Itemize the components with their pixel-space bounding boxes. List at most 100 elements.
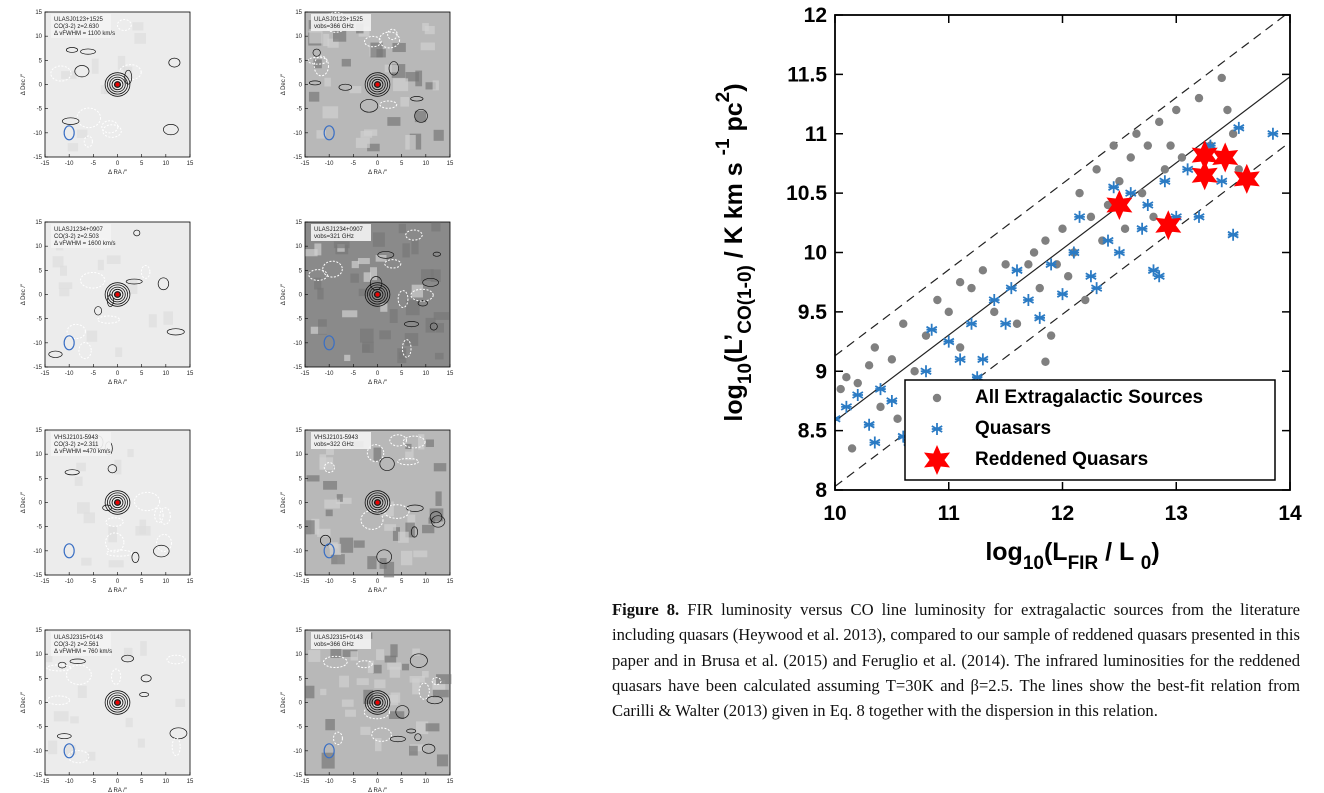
noise-patch: [433, 129, 444, 141]
panel-x-tick-label: -15: [41, 579, 50, 585]
noise-patch: [372, 664, 382, 674]
positive-contour: [131, 551, 140, 563]
axis-label-part: / K km s: [720, 155, 748, 265]
point: [887, 355, 897, 364]
noise-patch: [405, 449, 414, 461]
panel-x-tick-label: 5: [400, 161, 404, 167]
noise-patch: [324, 77, 331, 87]
negative-contour: [140, 265, 151, 279]
panel-x-label: Δ RA /″: [108, 170, 128, 176]
noise-patch: [420, 269, 434, 281]
point: [1034, 311, 1046, 324]
noise-patch: [384, 695, 399, 706]
noise-patch: [305, 520, 315, 535]
noise-patch: [344, 354, 351, 362]
point: [1024, 260, 1033, 269]
negative-contour: [46, 695, 71, 706]
source-contour: [111, 696, 124, 709]
negative-contour: [83, 135, 93, 148]
panel-x-tick-label: 10: [422, 579, 429, 585]
panel-info: Δ vFWHM = 760 km/s: [54, 649, 112, 655]
noise-patch: [86, 330, 98, 342]
noise-patch: [436, 754, 449, 767]
noise-patch: [311, 518, 320, 535]
point: [842, 372, 851, 382]
point: [1115, 177, 1124, 186]
positive-contour: [69, 658, 86, 664]
noise-patch: [402, 243, 410, 258]
legend-marker: [931, 423, 943, 435]
noise-patch: [342, 649, 358, 657]
point: [1159, 175, 1171, 188]
noise-patch: [389, 309, 398, 323]
panel-y-tick-label: 0: [299, 701, 303, 707]
point: [1194, 93, 1204, 103]
positive-contour: [422, 277, 439, 287]
negative-contour: [366, 444, 385, 462]
panel-x-tick-label: -5: [351, 779, 357, 785]
source-position: [115, 500, 120, 505]
noise-patch: [358, 26, 370, 37]
noise-patch: [398, 352, 405, 360]
source-contour: [109, 76, 126, 93]
noise-patch: [436, 674, 452, 685]
panel-y-tick-label: 5: [299, 676, 303, 682]
panel-y-tick-label: 10: [35, 34, 42, 40]
noise-patch: [363, 272, 372, 282]
positive-contour: [140, 674, 152, 683]
point: [1233, 121, 1245, 134]
noise-patch: [77, 685, 87, 699]
panel-x-tick-label: 10: [162, 161, 169, 167]
noise-patch: [420, 42, 435, 51]
source-contour: [364, 282, 391, 307]
panel-y-tick-label: -5: [37, 107, 43, 113]
negative-contour: [389, 434, 407, 447]
noise-patch: [372, 232, 385, 247]
positive-contour: [48, 350, 63, 358]
panel-info: Δ vFWHM = 1100 km/s: [54, 31, 115, 37]
axis-label-part: -1: [713, 138, 734, 155]
noise-patch: [362, 344, 370, 353]
point: [869, 436, 881, 449]
negative-contour: [67, 750, 90, 764]
noise-patch: [305, 685, 315, 699]
point: [1046, 331, 1056, 340]
positive-contour: [359, 99, 379, 113]
point: [1058, 224, 1067, 233]
noise-patch: [317, 528, 331, 537]
negative-contour: [166, 654, 186, 665]
noise-patch: [108, 526, 118, 543]
positive-contour: [379, 456, 395, 471]
panel-y-tick-label: -10: [33, 341, 42, 347]
source-contour: [367, 492, 388, 513]
noise-patch: [390, 644, 398, 658]
info-box: [51, 432, 111, 456]
noise-patch: [327, 38, 339, 48]
noise-patch: [400, 550, 413, 566]
panel-y-tick-label: 0: [39, 293, 43, 299]
point: [1136, 222, 1148, 235]
noise-patch: [358, 288, 372, 297]
panel-y-label: Δ Dec /″: [281, 691, 287, 713]
point: [899, 319, 908, 328]
point: [1233, 163, 1260, 194]
point: [1204, 139, 1217, 152]
panel-x-tick-label: -15: [301, 779, 310, 785]
point: [840, 400, 853, 413]
point: [1041, 357, 1050, 366]
panel-x-tick-label: -15: [41, 161, 50, 167]
noise-patch: [418, 434, 425, 450]
noise-patch: [305, 249, 318, 257]
panel-x-tick-label: 0: [116, 579, 120, 585]
noise-patch: [360, 130, 373, 138]
point: [1147, 264, 1160, 277]
noise-patch: [91, 58, 99, 74]
point: [955, 343, 965, 352]
source-position: [375, 82, 380, 87]
noise-patch: [405, 299, 420, 316]
noise-patch: [77, 502, 90, 514]
